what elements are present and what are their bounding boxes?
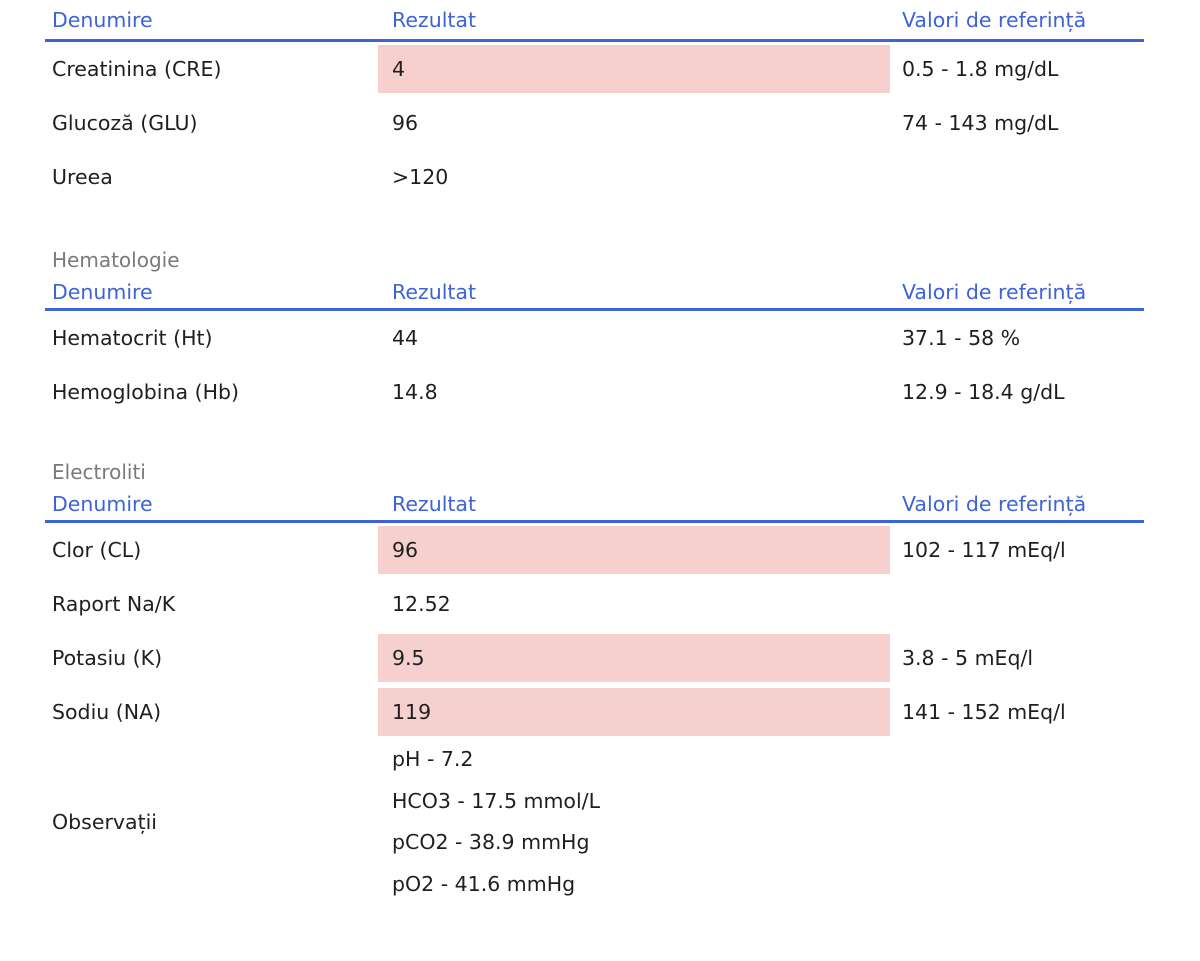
test-result-abnormal: 119 <box>378 688 890 736</box>
electrolytes-table: Electroliti Denumire Rezultat Valori de … <box>45 457 1144 905</box>
table-row: Hematocrit (Ht) 44 37.1 - 58 % <box>45 311 1144 365</box>
observations-label: Observații <box>52 810 157 834</box>
table-row: Potasiu (K) 9.5 3.8 - 5 mEq/l <box>45 631 1144 685</box>
test-result: 12.52 <box>392 592 451 616</box>
table-row: Raport Na/K 12.52 <box>45 577 1144 631</box>
test-result-abnormal: 96 <box>378 526 890 574</box>
test-name: Sodiu (NA) <box>52 700 162 724</box>
header-result: Rezultat <box>392 279 477 304</box>
test-result-abnormal: 4 <box>378 45 890 93</box>
observations-reference <box>890 739 1144 905</box>
section-title: Hematologie <box>52 248 180 272</box>
header-result: Rezultat <box>392 7 477 32</box>
table-header: Denumire Rezultat Valori de referință <box>45 487 1144 523</box>
header-result: Rezultat <box>392 491 477 516</box>
test-reference: 141 - 152 mEq/l <box>902 700 1066 724</box>
table-header: Denumire Rezultat Valori de referință <box>45 0 1144 42</box>
table-row: Ureea >120 <box>45 150 1144 204</box>
test-reference <box>890 150 1144 204</box>
test-name: Hemoglobina (Hb) <box>52 380 239 404</box>
biochemistry-table: Denumire Rezultat Valori de referință Cr… <box>45 0 1144 204</box>
test-name: Potasiu (K) <box>52 646 163 670</box>
test-reference: 3.8 - 5 mEq/l <box>902 646 1034 670</box>
test-reference: 37.1 - 58 % <box>902 326 1021 350</box>
header-name: Denumire <box>52 279 153 304</box>
test-name: Hematocrit (Ht) <box>52 326 213 350</box>
test-result: >120 <box>392 165 449 189</box>
header-reference: Valori de referință <box>902 279 1087 304</box>
test-name: Raport Na/K <box>52 592 176 616</box>
test-reference: 74 - 143 mg/dL <box>902 111 1059 135</box>
test-reference: 0.5 - 1.8 mg/dL <box>902 57 1059 81</box>
test-name: Glucoză (GLU) <box>52 111 198 135</box>
table-row: Glucoză (GLU) 96 74 - 143 mg/dL <box>45 96 1144 150</box>
test-name: Ureea <box>52 165 113 189</box>
table-row: Creatinina (CRE) 4 0.5 - 1.8 mg/dL <box>45 42 1144 96</box>
lab-results-page: Denumire Rezultat Valori de referință Cr… <box>45 0 1144 905</box>
hematology-table: Hematologie Denumire Rezultat Valori de … <box>45 245 1144 419</box>
observation-line: HCO3 - 17.5 mmol/L <box>392 788 601 813</box>
test-result: 44 <box>392 326 419 350</box>
header-reference: Valori de referință <box>902 491 1087 516</box>
header-name: Denumire <box>52 491 153 516</box>
table-row: Sodiu (NA) 119 141 - 152 mEq/l <box>45 685 1144 739</box>
test-reference <box>890 577 1144 631</box>
section-title: Electroliti <box>52 460 146 484</box>
observation-line: pH - 7.2 <box>392 747 474 771</box>
header-reference: Valori de referință <box>902 7 1087 32</box>
observations-row: Observații pH - 7.2 HCO3 - 17.5 mmol/L p… <box>45 739 1144 905</box>
observations-list: pH - 7.2 HCO3 - 17.5 mmol/L pCO2 - 38.9 … <box>378 739 890 905</box>
test-result-abnormal: 9.5 <box>378 634 890 682</box>
test-result: 14.8 <box>392 380 438 404</box>
test-result: 96 <box>392 111 419 135</box>
table-row: Hemoglobina (Hb) 14.8 12.9 - 18.4 g/dL <box>45 365 1144 419</box>
table-row: Clor (CL) 96 102 - 117 mEq/l <box>45 523 1144 577</box>
test-reference: 102 - 117 mEq/l <box>902 538 1066 562</box>
test-reference: 12.9 - 18.4 g/dL <box>902 380 1065 404</box>
observation-line: pCO2 - 38.9 mmHg <box>392 830 590 854</box>
table-header: Denumire Rezultat Valori de referință <box>45 275 1144 311</box>
test-name: Clor (CL) <box>52 538 142 562</box>
observation-line: pO2 - 41.6 mmHg <box>392 871 576 896</box>
header-name: Denumire <box>52 7 153 32</box>
test-name: Creatinina (CRE) <box>52 57 222 81</box>
